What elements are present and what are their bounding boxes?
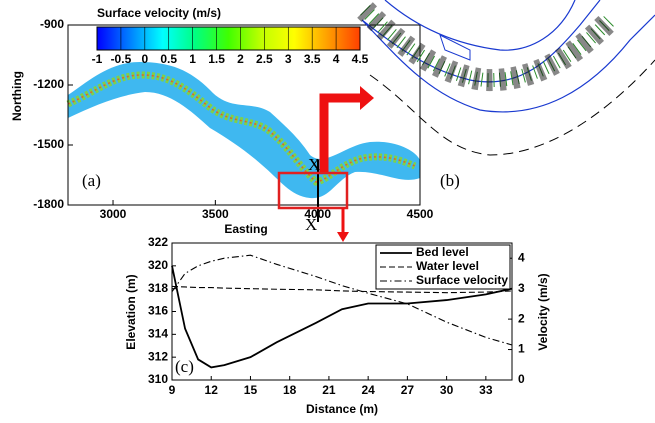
y2-tick-label: 0 <box>518 372 525 386</box>
y-tick-label: -900 <box>40 17 64 31</box>
y-axis-label: Elevation (m) <box>124 274 138 349</box>
zoom-arrowhead <box>360 86 374 110</box>
island-outline <box>440 35 470 60</box>
y-axis-label: Northing <box>10 71 24 121</box>
colorbar-tick-label: -1 <box>92 52 103 66</box>
panel-label: (a) <box>82 171 101 190</box>
y2-tick-label: 4 <box>518 250 525 264</box>
section-label: X <box>305 215 317 234</box>
x-tick-label: 33 <box>479 383 493 397</box>
y2-tick-label: 1 <box>518 342 525 356</box>
legend-label: Water level <box>416 259 479 273</box>
y-tick-label: 322 <box>148 235 168 249</box>
colorbar-tick-label: 2.5 <box>256 52 273 66</box>
x-tick-label: 3000 <box>100 207 127 221</box>
y2-tick-label: 3 <box>518 281 525 295</box>
figure: Northing 3000350040004500-900-1200-1500-… <box>0 0 655 423</box>
y-tick-label: 314 <box>148 327 168 341</box>
y-tick-label: -1500 <box>33 137 64 151</box>
y-tick-label: -1800 <box>33 197 64 211</box>
x-tick-label: 3500 <box>202 207 229 221</box>
y-tick-label: 318 <box>148 281 168 295</box>
y2-axis-label: Velocity (m/s) <box>536 273 550 350</box>
x-tick-label: 18 <box>283 383 297 397</box>
colorbar-tick-label: 0 <box>141 52 148 66</box>
panel-label: (c) <box>175 357 194 376</box>
colorbar-title: Surface velocity (m/s) <box>97 6 221 20</box>
colorbar-tick-label: 3 <box>285 52 292 66</box>
x-tick-label: 24 <box>361 383 375 397</box>
x-tick-label: 27 <box>401 383 415 397</box>
x-axis-label: Easting <box>224 222 267 236</box>
colorbar-tick-label: 1 <box>189 52 196 66</box>
colorbar-tick-label: 4.5 <box>352 52 369 66</box>
x-tick-label: 15 <box>244 383 258 397</box>
colorbar-tick-label: 4 <box>333 52 340 66</box>
y2-tick-label: 2 <box>518 311 525 325</box>
panel-label: (b) <box>440 171 460 190</box>
down-arrowhead <box>337 232 349 242</box>
y-tick-label: 320 <box>148 258 168 272</box>
x-axis-label: Distance (m) <box>306 402 378 416</box>
y-tick-label: 312 <box>148 349 168 363</box>
colorbar-tick-label: 0.5 <box>160 52 177 66</box>
vector-field <box>365 10 610 80</box>
river-extent <box>68 62 420 198</box>
y-tick-label: 310 <box>148 372 168 386</box>
y-tick-label: -1200 <box>33 77 64 91</box>
legend-label: Bed level <box>416 245 469 259</box>
colorbar-tick-label: 1.5 <box>208 52 225 66</box>
y-tick-label: 316 <box>148 304 168 318</box>
colorbar <box>97 27 360 50</box>
x-tick-label: 21 <box>322 383 336 397</box>
colorbar-tick-label: 2 <box>237 52 244 66</box>
x-tick-label: 30 <box>440 383 454 397</box>
colorbar-tick-label: -0.5 <box>111 52 132 66</box>
section-label: X <box>308 155 320 174</box>
legend-label: Surface velocity <box>416 273 508 287</box>
x-tick-label: 4500 <box>407 207 434 221</box>
colorbar-tick-label: 3.5 <box>304 52 321 66</box>
x-tick-label: 9 <box>169 383 176 397</box>
x-tick-label: 12 <box>205 383 219 397</box>
